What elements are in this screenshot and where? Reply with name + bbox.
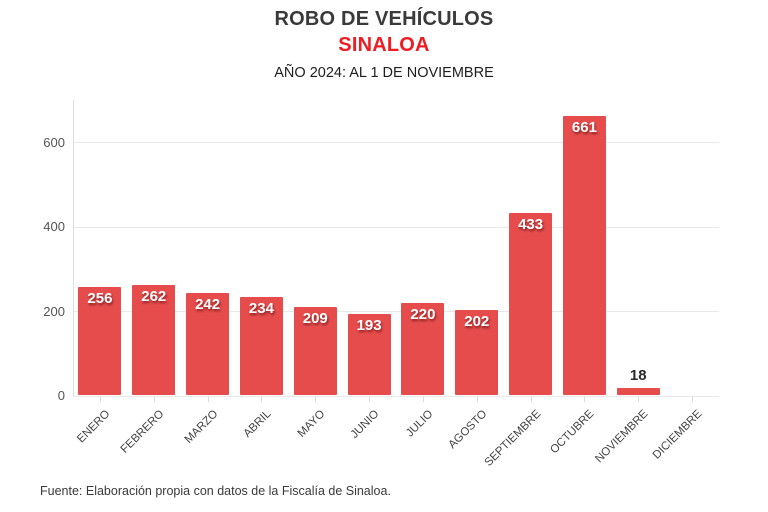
bar-noviembre [616,387,660,396]
bar-marzo [186,293,230,396]
bar-value-junio: 193 [356,317,382,335]
bar-mayo [293,307,337,396]
chart-title: ROBO DE VEHÍCULOS [274,8,494,30]
bar-value-febrero: 262 [141,287,167,305]
chart-subtitle-period: AÑO 2024: AL 1 DE NOVIEMBRE [274,65,494,81]
chart-subtitle-region: SINALOA [338,34,430,56]
bar-febrero [132,284,176,396]
bar-julio [401,302,445,396]
x-tick-enero [99,396,101,402]
x-tick-label-agosto: AGOSTO [446,407,490,451]
bar-value-agosto: 202 [464,313,490,331]
gridline-y-600 [73,142,719,144]
x-tick-abril [261,396,263,402]
x-tick-septiembre [530,396,532,402]
y-tick-label-0: 0 [57,388,65,403]
x-tick-label-octubre: OCTUBRE [548,407,597,456]
bar-agosto [455,310,499,396]
x-tick-febrero [153,396,155,402]
bar-value-julio: 220 [410,305,436,323]
bar-septiembre [509,212,553,396]
bar-value-noviembre: 18 [629,366,647,384]
x-tick-noviembre [638,396,640,402]
bar-value-abril: 234 [248,299,274,317]
x-tick-junio [369,396,371,402]
y-axis-line [73,100,74,396]
y-tick-label-400: 400 [43,219,65,235]
bar-value-mayo: 209 [302,310,328,328]
x-tick-marzo [207,396,209,402]
x-tick-label-noviembre: NOVIEMBRE [593,407,651,465]
bar-junio [347,314,391,396]
gridline-y-0 [73,395,719,397]
bar-value-octubre: 661 [571,119,597,137]
x-tick-mayo [315,396,317,402]
x-tick-diciembre [692,396,694,402]
bar-value-enero: 256 [87,290,113,308]
x-tick-label-diciembre: DICIEMBRE [650,407,705,462]
y-tick-label-600: 600 [43,134,65,150]
bar-octubre [562,116,606,396]
x-tick-julio [422,396,424,402]
chart-header: ROBO DE VEHÍCULOS SINALOA AÑO 2024: AL 1… [0,8,768,81]
bar-value-marzo: 242 [195,296,221,314]
bar-enero [78,287,122,396]
bar-abril [239,296,283,396]
x-tick-label-septiembre: SEPTIEMBRE [482,407,544,469]
gridline-y-200 [73,311,719,313]
x-tick-agosto [476,396,478,402]
x-tick-octubre [584,396,586,402]
bar-value-septiembre: 433 [518,215,544,233]
source-note: Fuente: Elaboración propia con datos de … [40,484,391,498]
gridline-y-400 [73,226,719,228]
y-tick-label-200: 200 [43,303,65,319]
